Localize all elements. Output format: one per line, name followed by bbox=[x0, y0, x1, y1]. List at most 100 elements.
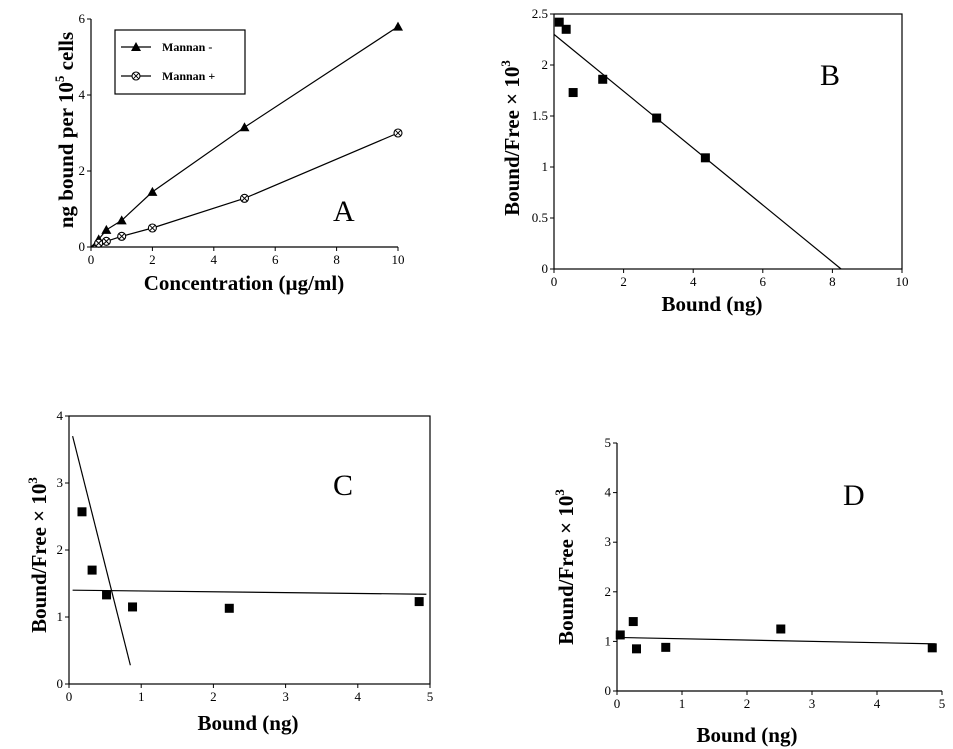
panel-a-point-mannan bbox=[393, 21, 403, 31]
panel-a-point-mannan-cross-b bbox=[394, 129, 402, 137]
panel-a-y-tick-label: 6 bbox=[79, 11, 86, 26]
panel-b-ticks: 0 2 4 6 8 10 0 0.5 1 1.5 2 2.5 bbox=[532, 6, 909, 289]
panel-b-data-point bbox=[700, 153, 710, 163]
panel-d-axes bbox=[616, 443, 942, 692]
panel-d-x-tick-label: 4 bbox=[874, 696, 881, 711]
panel-c-x-tick-label: 4 bbox=[355, 689, 362, 704]
panel-c-series bbox=[72, 435, 427, 666]
panel-b-series bbox=[553, 17, 842, 270]
panel-b-y-axis-title: Bound/Free × 103 bbox=[498, 60, 524, 216]
panel-c-x-tick-label: 3 bbox=[282, 689, 289, 704]
panel-d-data-point bbox=[776, 624, 786, 634]
panel-d-data-point bbox=[927, 643, 937, 653]
panel-a-y-tick-label: 2 bbox=[79, 163, 86, 178]
panel-a-x-tick-label: 2 bbox=[149, 252, 156, 267]
panel-b-axes bbox=[553, 13, 903, 270]
panel-c-y-tick-label: 2 bbox=[57, 542, 64, 557]
panel-b-x-tick-label: 4 bbox=[690, 274, 697, 289]
panel-d-y-tick-label: 5 bbox=[605, 435, 612, 450]
panel-a-x-axis-title: Concentration (µg/ml) bbox=[144, 271, 344, 295]
panel-d-ticks: 0 1 2 3 4 5 0 1 2 3 4 5 bbox=[605, 435, 946, 711]
panel-d-data-point bbox=[628, 617, 638, 627]
panel-c-axes bbox=[68, 415, 431, 685]
panel-b-y-tick-label: 2.5 bbox=[532, 6, 548, 21]
panel-a-legend-circle-x-marker bbox=[131, 71, 141, 81]
panel-c-letter: C bbox=[333, 469, 353, 502]
panel-d-y-axis-title-main: Bound/Free × 10 bbox=[554, 496, 578, 645]
panel-a-x-tick-label: 8 bbox=[333, 252, 340, 267]
panel-b-letter: B bbox=[820, 59, 840, 92]
panel-d-y-tick-label: 1 bbox=[605, 633, 612, 648]
panel-b-x-axis-title: Bound (ng) bbox=[662, 292, 763, 316]
panel-c-y-tick-label: 3 bbox=[57, 475, 64, 490]
panel-c-data-point bbox=[128, 602, 138, 612]
panel-a-ticks: 0 2 4 6 8 10 0 2 4 6 bbox=[79, 11, 405, 267]
panel-a-point-mannan bbox=[116, 215, 127, 225]
panel-a-legend-box bbox=[114, 29, 246, 95]
panel-c-data-point bbox=[224, 603, 234, 613]
panel-b-x-tick-label: 6 bbox=[760, 274, 767, 289]
panel-c-plot-frame bbox=[68, 415, 431, 685]
panel-c-fit-line bbox=[72, 435, 131, 666]
panel-a-y-axis-title: ng bound per 105 cells bbox=[52, 32, 78, 228]
panel-a-point-mannan bbox=[239, 193, 250, 203]
panel-a-point-mannan bbox=[393, 128, 403, 138]
panel-b-x-tick-label: 0 bbox=[551, 274, 558, 289]
panel-b-data-point bbox=[568, 88, 578, 98]
panel-a-x-tick-label: 6 bbox=[272, 252, 279, 267]
panel-c-x-tick-label: 0 bbox=[66, 689, 73, 704]
panel-d-letter: D bbox=[843, 479, 865, 512]
panel-b-x-tick-label: 10 bbox=[896, 274, 909, 289]
panel-b-y-tick-label: 1 bbox=[542, 159, 549, 174]
panel-d-x-tick-label: 2 bbox=[744, 696, 751, 711]
panel-a-y-axis-title-tail: cells bbox=[54, 32, 78, 76]
panel-a-point-mannan bbox=[117, 231, 127, 241]
panel-d-x-axis-title: Bound (ng) bbox=[697, 723, 798, 747]
panel-a-x-tick-label: 0 bbox=[88, 252, 95, 267]
panel-a-legend: Mannan - Mannan + bbox=[114, 29, 246, 95]
panel-d-fit-line bbox=[616, 636, 936, 645]
panel-b-data-point bbox=[652, 113, 662, 123]
panel-c-data-point bbox=[77, 507, 87, 517]
panel-a-point-mannan bbox=[94, 238, 104, 248]
panel-b-y-axis-title-main: Bound/Free × 10 bbox=[500, 67, 524, 216]
panel-c-x-tick-label: 2 bbox=[210, 689, 217, 704]
panel-d-x-tick-label: 1 bbox=[679, 696, 686, 711]
panel-a-series bbox=[90, 21, 403, 248]
panel-b-y-tick-label: 1.5 bbox=[532, 108, 548, 123]
panel-a-point-mannan-cross-b bbox=[149, 224, 156, 232]
panel-d-x-tick-label: 3 bbox=[809, 696, 816, 711]
panel-b-x-tick-label: 2 bbox=[620, 274, 627, 289]
panel-c-data-point bbox=[414, 597, 424, 607]
panel-a-point-mannan-cross-b bbox=[95, 240, 102, 247]
panel-d-y-tick-label: 4 bbox=[605, 485, 612, 500]
panel-c-data-point bbox=[102, 590, 112, 600]
panel-c-y-axis-title: Bound/Free × 103 bbox=[25, 477, 51, 633]
panel-d-data-point bbox=[632, 644, 641, 654]
panel-c-fit-line bbox=[72, 589, 427, 595]
panel-a: 0 2 4 6 8 10 0 2 4 6 Concentration (µg/ml) ng bou… bbox=[52, 11, 405, 295]
panel-a-y-tick-label: 0 bbox=[79, 239, 86, 254]
panel-d-y-tick-label: 0 bbox=[605, 683, 612, 698]
panel-a-point-mannan-cross-b bbox=[103, 238, 110, 245]
panel-d-data-point bbox=[615, 630, 625, 640]
panel-a-legend-triangle-marker bbox=[131, 42, 141, 51]
panel-c-data-point bbox=[87, 565, 97, 575]
panel-c-y-tick-label: 1 bbox=[57, 609, 64, 624]
panel-c-x-tick-label: 5 bbox=[427, 689, 434, 704]
panel-a-point-mannan bbox=[101, 236, 111, 246]
panel-b-y-tick-label: 0.5 bbox=[532, 210, 548, 225]
panel-d-series bbox=[615, 617, 937, 654]
panel-a-legend-label-mannan-plus: Mannan + bbox=[162, 69, 215, 83]
panel-c-y-tick-label: 0 bbox=[57, 676, 64, 691]
panel-a-point-mannan bbox=[101, 224, 112, 234]
panel-c-y-tick-label: 4 bbox=[57, 408, 64, 423]
panel-c-x-axis-title: Bound (ng) bbox=[198, 711, 299, 735]
panel-a-legend-label-mannan-minus: Mannan - bbox=[162, 40, 212, 54]
panel-a-x-tick-label: 4 bbox=[211, 252, 218, 267]
panel-c-ticks: 0 1 2 3 4 5 0 1 2 3 4 bbox=[57, 408, 434, 704]
panel-a-y-axis-title-main: ng bound per 10 bbox=[54, 82, 78, 228]
